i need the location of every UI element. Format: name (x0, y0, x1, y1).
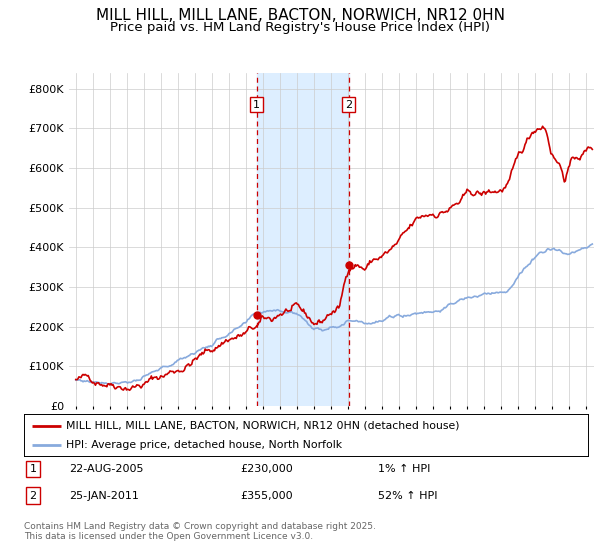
Text: 22-AUG-2005: 22-AUG-2005 (69, 464, 143, 474)
Text: 1: 1 (253, 100, 260, 110)
Bar (257, 73, 349, 406)
Text: 1% ↑ HPI: 1% ↑ HPI (378, 464, 430, 474)
Text: 52% ↑ HPI: 52% ↑ HPI (378, 491, 437, 501)
Text: HPI: Average price, detached house, North Norfolk: HPI: Average price, detached house, Nort… (66, 440, 343, 450)
Text: 25-JAN-2011: 25-JAN-2011 (69, 491, 139, 501)
Text: MILL HILL, MILL LANE, BACTON, NORWICH, NR12 0HN: MILL HILL, MILL LANE, BACTON, NORWICH, N… (95, 8, 505, 24)
Text: 2: 2 (29, 491, 37, 501)
Text: £230,000: £230,000 (240, 464, 293, 474)
Text: 1: 1 (29, 464, 37, 474)
Text: 2: 2 (345, 100, 352, 110)
Text: Price paid vs. HM Land Registry's House Price Index (HPI): Price paid vs. HM Land Registry's House … (110, 21, 490, 34)
Text: MILL HILL, MILL LANE, BACTON, NORWICH, NR12 0HN (detached house): MILL HILL, MILL LANE, BACTON, NORWICH, N… (66, 421, 460, 431)
Text: Contains HM Land Registry data © Crown copyright and database right 2025.
This d: Contains HM Land Registry data © Crown c… (24, 522, 376, 542)
Text: £355,000: £355,000 (240, 491, 293, 501)
